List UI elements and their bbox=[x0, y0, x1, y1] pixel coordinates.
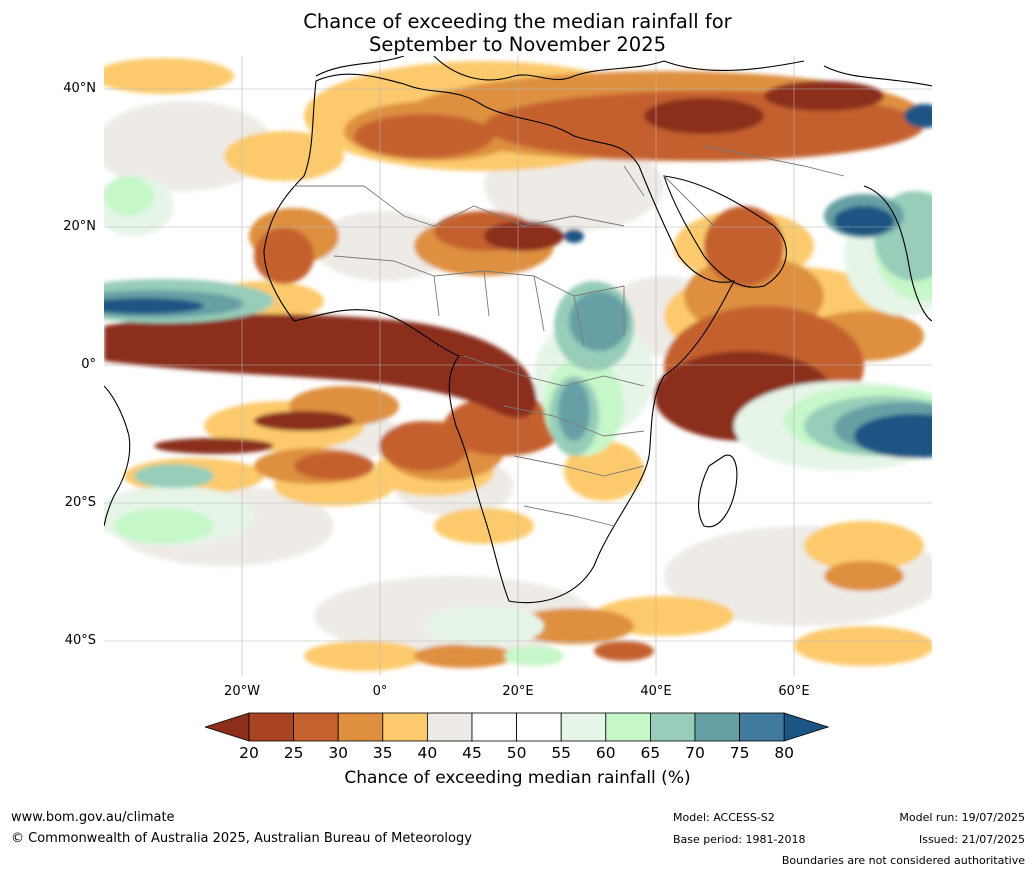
lon-label-0: 0° bbox=[372, 684, 388, 699]
rainfall-map bbox=[104, 56, 932, 676]
colorbar-cell bbox=[649, 712, 696, 742]
country-boundaries bbox=[294, 145, 845, 527]
footer-copyright: © Commonwealth of Australia 2025, Austra… bbox=[11, 831, 472, 846]
lat-label-20n: 20°N bbox=[63, 219, 96, 234]
colorbar-cell bbox=[694, 712, 740, 742]
africa-coastline bbox=[263, 73, 736, 604]
colorbar-cell bbox=[605, 712, 651, 742]
colorbar-cell bbox=[382, 712, 428, 742]
lon-label-40e: 40°E bbox=[640, 684, 672, 699]
lat-label-0: 0° bbox=[81, 357, 96, 372]
lat-label-40s: 40°S bbox=[64, 633, 96, 648]
south-america-coastline bbox=[104, 385, 131, 527]
colorbar-tick-label: 40 bbox=[417, 744, 438, 762]
colorbar-cell bbox=[516, 712, 562, 742]
colorbar-tick-label: 50 bbox=[506, 744, 527, 762]
colorbar-cell bbox=[471, 712, 517, 742]
footer-model-run: Model run: 19/07/2025 bbox=[899, 811, 1025, 824]
map-title: Chance of exceeding the median rainfall … bbox=[0, 10, 1035, 56]
colorbar-cell bbox=[337, 712, 384, 742]
colorbar-tick-label: 75 bbox=[729, 744, 750, 762]
europe-coastline bbox=[315, 56, 932, 87]
colorbar-tick-label: 25 bbox=[283, 744, 304, 762]
map-canvas bbox=[104, 56, 932, 676]
madagascar-coastline bbox=[698, 454, 738, 528]
india-coastline bbox=[863, 185, 932, 322]
colorbar-tick-label: 70 bbox=[685, 744, 705, 762]
colorbar-cell bbox=[248, 712, 294, 742]
lat-label-40n: 40°N bbox=[63, 81, 96, 96]
colorbar-cell bbox=[426, 712, 473, 742]
footer-model: Model: ACCESS-S2 bbox=[673, 811, 775, 824]
lon-label-20e: 20°E bbox=[502, 684, 534, 699]
colorbar-cell bbox=[293, 712, 339, 742]
lon-label-60e: 60°E bbox=[778, 684, 810, 699]
colorbar-tick-label: 80 bbox=[774, 744, 795, 762]
colorbar-extend-high bbox=[783, 712, 830, 742]
title-line-2: September to November 2025 bbox=[368, 33, 667, 56]
colorbar-tick-label: 45 bbox=[462, 744, 482, 762]
lon-label-20w: 20°W bbox=[224, 684, 260, 699]
lat-label-20s: 20°S bbox=[64, 495, 96, 510]
footer-base-period: Base period: 1981-2018 bbox=[673, 833, 806, 846]
footer-url: www.bom.gov.au/climate bbox=[11, 810, 175, 825]
colorbar-tick-label: 35 bbox=[372, 744, 393, 762]
probability-field bbox=[104, 58, 932, 671]
footer-issued: Issued: 21/07/2025 bbox=[918, 833, 1025, 846]
arabia-coastline bbox=[663, 175, 787, 288]
graticule bbox=[104, 56, 932, 676]
colorbar-tick-label: 65 bbox=[640, 744, 661, 762]
colorbar-label: Chance of exceeding median rainfall (%) bbox=[344, 768, 691, 788]
colorbar-extend-low bbox=[205, 712, 250, 742]
colorbar-tick-label: 30 bbox=[328, 744, 349, 762]
title-line-1: Chance of exceeding the median rainfall … bbox=[303, 10, 732, 33]
colorbar-tick-label: 60 bbox=[595, 744, 616, 762]
colorbar-tick-label: 20 bbox=[239, 744, 259, 762]
colorbar-tick-label: 55 bbox=[551, 744, 572, 762]
footer-disclaimer: Boundaries are not considered authoritat… bbox=[781, 854, 1025, 867]
coastline bbox=[104, 56, 932, 604]
colorbar-cell bbox=[739, 712, 785, 742]
colorbar-cell bbox=[560, 712, 607, 742]
colorbar bbox=[205, 712, 830, 742]
